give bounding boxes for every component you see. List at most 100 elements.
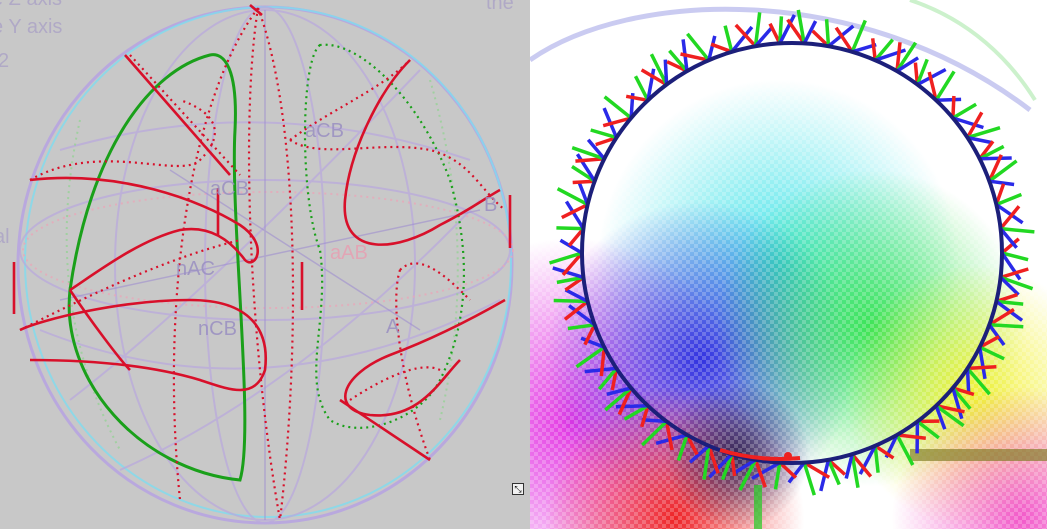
tick-mark [646,68,656,101]
label-aCB-left: aCB [210,178,249,200]
tick-mark [934,405,947,430]
tick-mark [826,459,841,486]
tick-mark [556,187,589,207]
tick-mark [979,156,1012,161]
tick-mark [988,308,1015,327]
tick-mark [564,200,585,230]
tick-mark [575,345,606,369]
tick-mark [803,461,831,479]
tick-mark [987,154,1003,182]
tick-mark [641,417,667,424]
tick-mark [625,94,649,103]
tick-mark [599,347,607,377]
tick-mark [568,304,596,327]
label-B: B [484,194,498,216]
tick-mark [633,75,650,102]
tick-mark [824,19,831,47]
tick-mark [989,323,1024,329]
tick-mark [702,445,711,480]
tick-mark [778,16,784,44]
tick-mark [850,19,867,53]
tick-mark [987,323,1006,347]
tick-mark [686,32,711,62]
tick-mark [936,97,962,103]
tick-mark [572,179,595,185]
tick-mark [640,420,668,447]
tick-mark [710,42,733,54]
tick-mark [640,405,650,428]
tick-mark [615,403,648,409]
green-dotted-curve [303,43,466,429]
tick-mark [802,462,816,496]
tick-mark [995,203,1024,225]
tick-mark [571,165,596,183]
tick-mark [951,95,956,119]
label-aCB: aCB [305,120,344,142]
top-right-fragment: the [486,0,514,14]
label-A: A [386,316,400,338]
tick-mark [580,336,605,349]
tick-mark [850,453,860,488]
tick-mark [552,266,584,280]
tick-mark [999,227,1018,249]
sphere-drawing [12,4,514,525]
label-nAC: nAC [176,258,215,280]
tick-mark [708,452,734,479]
faint-green-dotted [65,79,459,451]
number-fragment: 2 [0,50,10,72]
tick-mark [688,444,710,464]
tick-mark [896,433,927,441]
red-solid-curves [19,4,506,462]
color-field-panel [530,0,1047,529]
tick-mark [738,459,758,491]
tick-mark [916,420,940,440]
tick-mark [567,227,585,247]
tick-mark [685,434,699,456]
tick-mark [604,386,633,412]
tick-mark [753,459,767,488]
tick-mark [559,238,583,255]
tick-mark [561,251,584,277]
tick-mark [935,404,965,428]
tick-mark [952,102,977,120]
tick-mark [978,144,1005,161]
tick-mark [640,68,668,87]
tick-mark [896,56,920,73]
tick-mark [978,345,1005,361]
color-field-drawing [530,0,1047,529]
tick-mark [707,35,717,61]
tick-mark [966,367,991,396]
tick-mark [617,387,633,416]
tick-mark [548,251,583,265]
y-axis-fragment: e Y axis [0,16,63,38]
tick-mark [977,346,987,380]
tick-mark [1001,251,1029,262]
tick-mark [668,49,689,73]
tick-mark [586,138,606,160]
resize-grip-icon[interactable]: ⤡ [512,483,524,495]
tick-mark [563,300,589,321]
tick-mark [952,386,975,397]
tick-mark [676,434,689,462]
tick-mark [571,146,605,161]
tick-mark [553,298,588,304]
tick-mark [751,461,781,481]
tick-mark [768,22,782,45]
tick-mark [597,367,618,391]
tick-mark [870,38,877,61]
red-ticks [12,188,512,314]
tick-mark [935,403,965,414]
tick-mark [602,116,632,128]
tick-mark [874,444,895,460]
tick-mark [965,368,971,394]
tick-mark [680,52,710,62]
label-aAB: aAB [330,242,368,264]
z-axis-fragment: e Z axis [0,0,62,11]
axes [59,10,481,520]
main-ring [580,41,1004,465]
tick-mark [1000,226,1035,234]
tick-mark [623,404,649,421]
tick-mark [989,179,1015,187]
tick-mark [934,70,956,102]
tick-mark [556,226,584,231]
